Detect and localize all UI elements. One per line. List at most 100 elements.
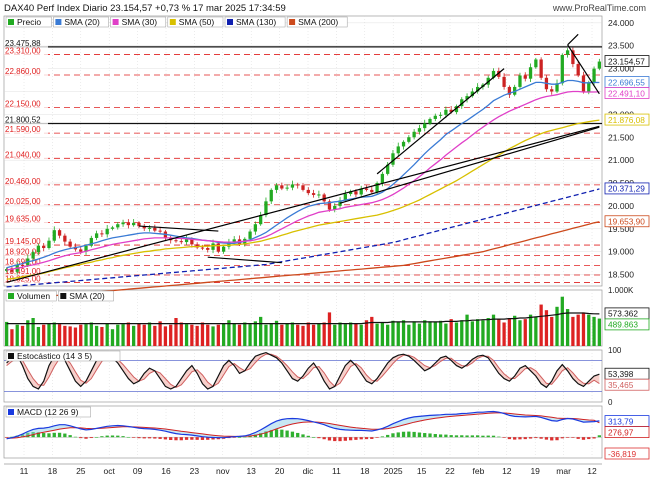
candle-body (380, 173, 385, 184)
level-label: 22.150,00 (5, 100, 41, 109)
volume-bar (296, 324, 300, 346)
macd-histogram-bar (560, 437, 564, 439)
macd-histogram-bar (5, 437, 9, 438)
sma-line-50 (6, 119, 600, 280)
macd-histogram-bar (63, 433, 67, 438)
price-right-label-box (604, 87, 650, 99)
y-tick-label: 21.000 (608, 155, 634, 165)
candle-body (63, 235, 67, 242)
macd-legend-label: MACD (12 26 9) (17, 407, 79, 417)
trendline (138, 225, 219, 232)
x-tick-label: 16 (161, 466, 171, 476)
candle-body (132, 222, 136, 226)
volume-bar (438, 320, 443, 346)
volume-bar (465, 314, 469, 346)
volume-bar (380, 322, 385, 346)
candle-body (306, 189, 310, 194)
volume-bar (581, 312, 586, 346)
price-legend-swatch (8, 19, 14, 25)
x-tick-label: 12 (502, 466, 512, 476)
candle-body (475, 86, 480, 92)
volume-bar (57, 324, 62, 346)
volume-bar (555, 306, 559, 346)
volume-bar (306, 322, 310, 346)
candle-body (100, 233, 104, 235)
candle-body (10, 269, 14, 272)
x-tick-label: 11 (332, 466, 341, 476)
candle-body (269, 189, 273, 202)
macd-histogram-bar (190, 437, 194, 440)
volume-bar (343, 324, 347, 346)
macd-histogram-bar (475, 435, 480, 438)
macd-histogram-bar (550, 437, 554, 441)
volume-legend-swatch (60, 293, 67, 299)
candle-body (438, 114, 443, 116)
candle-body (253, 224, 258, 232)
macd-histogram-bar (417, 432, 422, 438)
x-tick-label: 13 (246, 466, 256, 476)
x-tick-label: 15 (417, 466, 427, 476)
macd-histogram-bar (486, 435, 490, 438)
volume-bar (391, 320, 395, 346)
macd-histogram-bar (555, 437, 559, 441)
volume-bar (31, 318, 35, 346)
macd-histogram-bar (274, 429, 279, 438)
macd-histogram-bar (52, 432, 56, 438)
candle-body (248, 231, 252, 239)
volume-bar (348, 322, 353, 346)
level-label: 21.590,00 (5, 125, 41, 134)
volume-bar (169, 324, 173, 346)
x-tick-label: 18 (360, 466, 370, 476)
x-tick-label: 25 (76, 466, 86, 476)
volume-bar (407, 324, 411, 346)
macd-histogram-bar (438, 434, 443, 438)
candle-body (348, 191, 353, 195)
candle-body (147, 227, 152, 229)
level-label-bg (4, 267, 48, 276)
macd-histogram-bar (296, 432, 300, 438)
volume-bar (142, 324, 146, 346)
macd-histogram-bar (507, 437, 512, 440)
macd-histogram-bar (285, 430, 289, 438)
volume-bar (449, 319, 453, 346)
level-label-bg (4, 197, 48, 206)
volume-bar (470, 321, 474, 346)
candle-body (42, 245, 46, 249)
level-label: 18.695,00 (5, 258, 41, 267)
candle-body (84, 245, 88, 252)
macd-histogram-bar (94, 437, 99, 438)
y-tick-label: 23.500 (608, 41, 634, 51)
macd-histogram-bar (327, 437, 332, 441)
candle-body (354, 191, 358, 195)
candle-body (571, 50, 575, 65)
macd-histogram-bar (174, 437, 178, 441)
level-label-bg (4, 177, 48, 186)
price-right-label-box (604, 182, 650, 195)
x-tick-label: 22 (445, 466, 455, 476)
x-tick-label: feb (472, 466, 484, 476)
volume-bar (454, 322, 459, 346)
macd-histogram-bar (105, 435, 109, 438)
volume-bar (396, 322, 400, 346)
macd-histogram-bar (423, 433, 427, 438)
price-legend-box (110, 16, 167, 28)
macd-histogram-bar (359, 437, 363, 440)
volume-bar (428, 321, 432, 346)
candle-body (534, 59, 538, 68)
candle-body (184, 238, 189, 243)
volume-bar (100, 326, 104, 346)
volume-bar (10, 329, 14, 346)
candle-body (449, 109, 453, 113)
volume-bar (79, 324, 83, 346)
x-tick-label: oct (104, 466, 116, 476)
volume-bar (237, 324, 242, 346)
candle-body (539, 59, 543, 78)
volume-bar (5, 321, 9, 346)
macd-histogram-bar (412, 431, 416, 438)
volume-bar (259, 316, 263, 346)
candle-body (153, 227, 157, 231)
macd-histogram-bar (248, 435, 252, 438)
candle-body (343, 194, 347, 201)
trendline (339, 126, 600, 204)
